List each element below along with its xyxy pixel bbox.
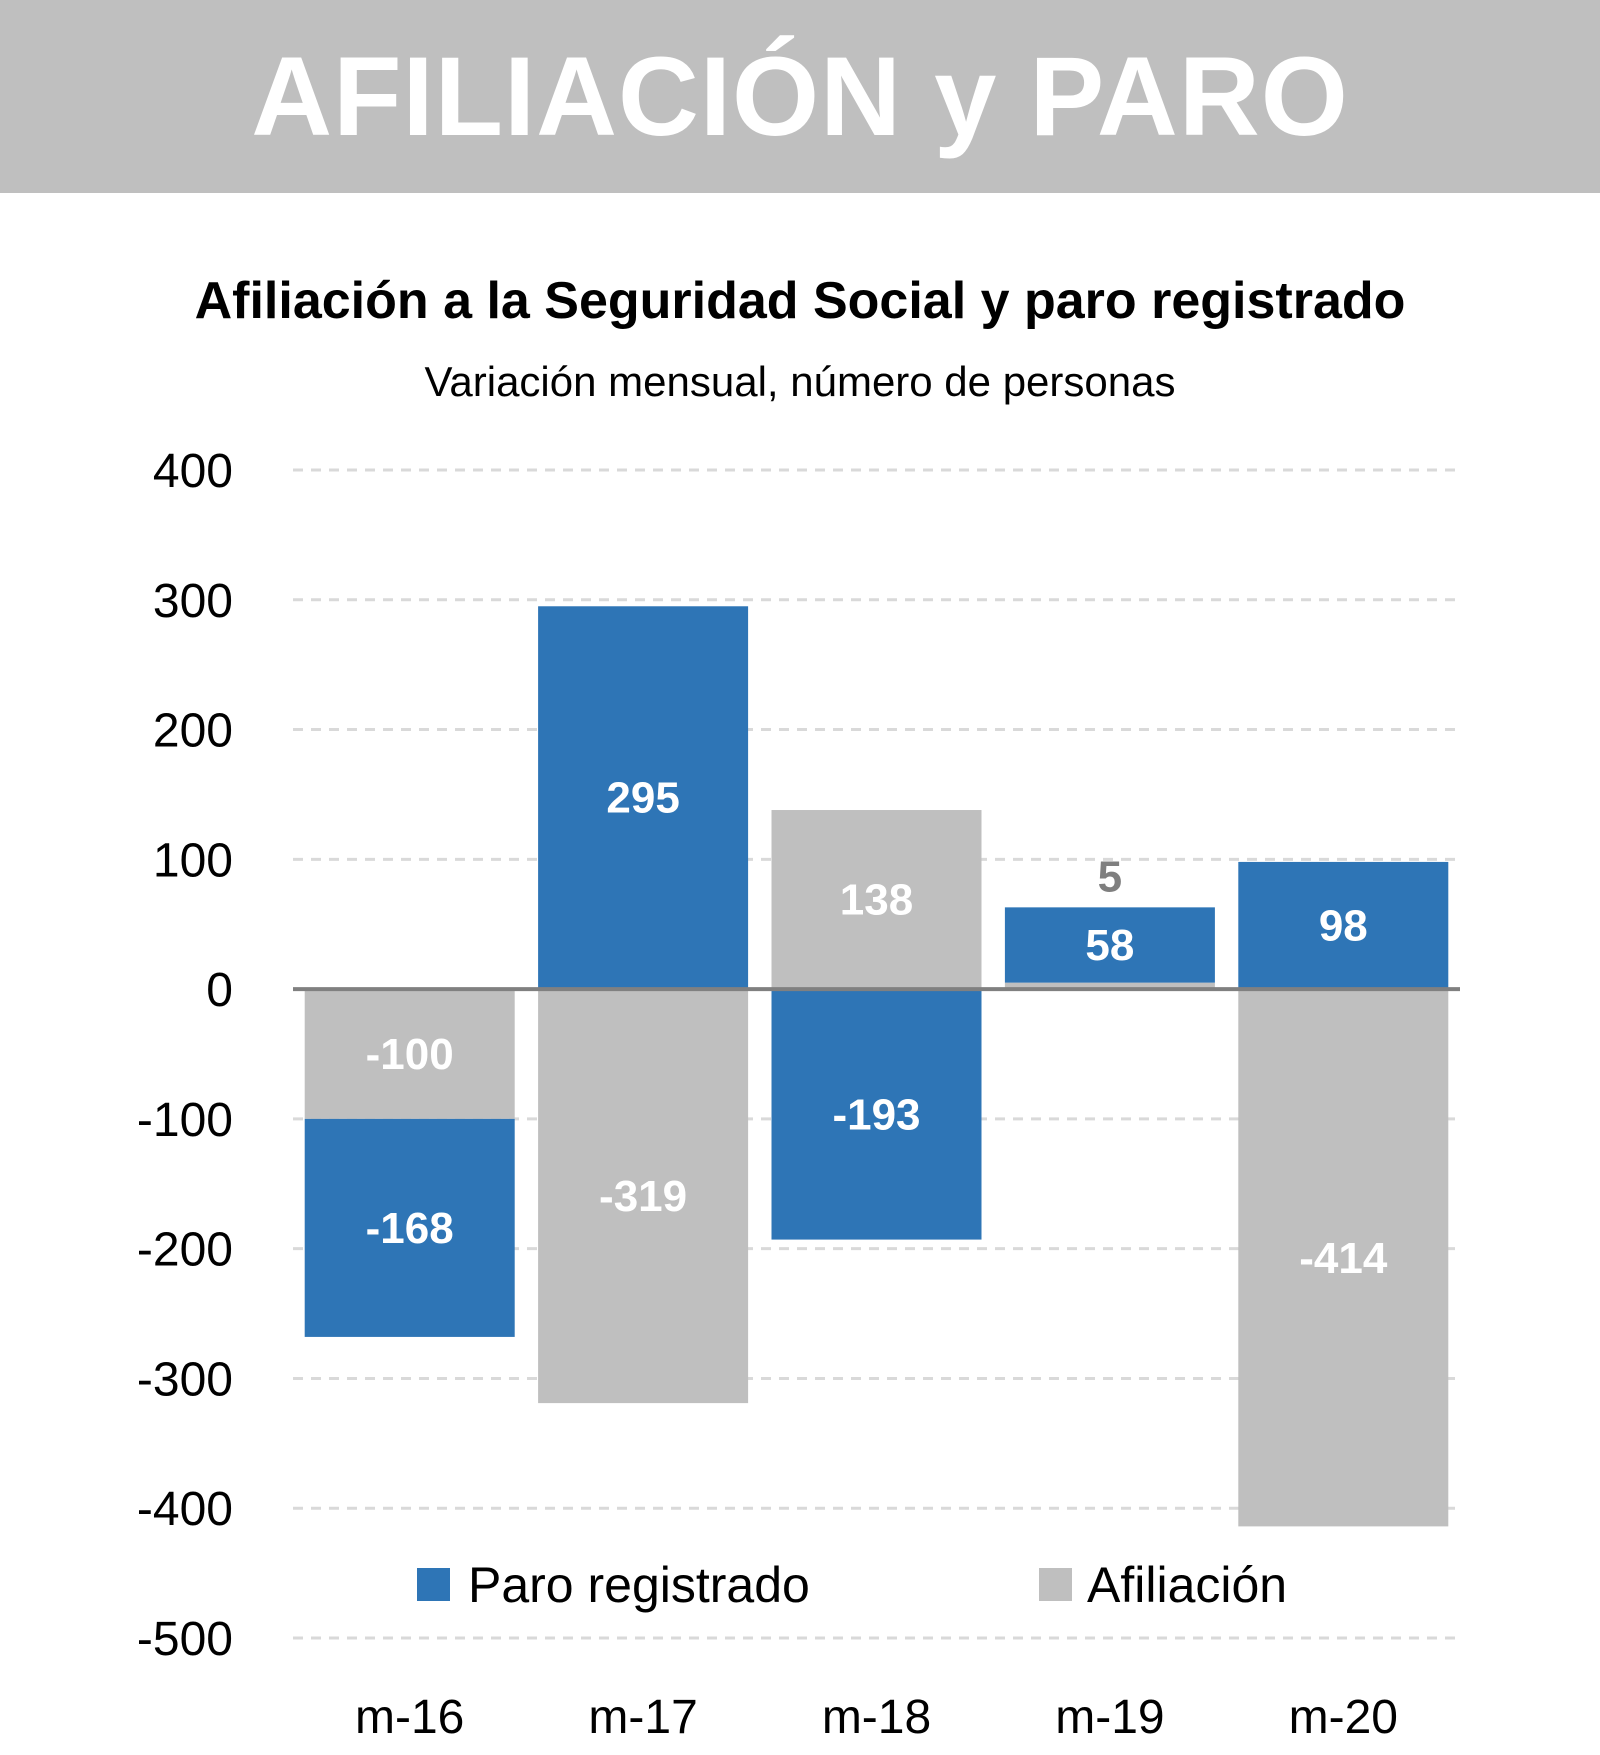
bar-paro-registrado-m-20	[1238, 861, 1449, 990]
x-tick-label: m-18	[822, 1691, 931, 1744]
bar-paro-registrado-m-19	[1004, 907, 1215, 983]
x-tick-label: m-16	[355, 1691, 464, 1744]
legend-label: Afiliación	[1087, 1557, 1287, 1613]
data-label: -100	[366, 1030, 454, 1079]
data-label: 138	[840, 876, 913, 925]
y-tick-label: 200	[153, 705, 233, 758]
y-tick-label: 400	[153, 445, 233, 498]
y-tick-label: -100	[137, 1094, 233, 1147]
chart-subtitle: Variación mensual, número de personas	[425, 358, 1176, 405]
data-label: 5	[1098, 852, 1122, 901]
data-label: 295	[606, 774, 679, 823]
bar-afiliación-m-19	[1004, 982, 1215, 990]
bar-paro-registrado-m-17	[538, 606, 749, 990]
data-label: 98	[1319, 902, 1368, 951]
bar-afiliación-m-17	[538, 989, 749, 1404]
header-banner: AFILIACIÓN y PARO	[0, 0, 1600, 193]
y-tick-label: -500	[137, 1613, 233, 1666]
y-tick-label: 300	[153, 575, 233, 628]
y-tick-label: -400	[137, 1483, 233, 1536]
data-label: -414	[1299, 1234, 1388, 1283]
x-tick-label: m-19	[1055, 1691, 1164, 1744]
legend-label: Paro registrado	[468, 1557, 810, 1613]
y-tick-label: 0	[206, 964, 233, 1017]
header-title: AFILIACIÓN y PARO	[251, 34, 1349, 159]
y-tick-label: 100	[153, 834, 233, 887]
bar-afiliación-m-20	[1238, 989, 1449, 1527]
data-label: -193	[832, 1090, 920, 1139]
chart-title: Afiliación a la Seguridad Social y paro …	[195, 272, 1406, 330]
y-tick-label: -300	[137, 1353, 233, 1406]
data-label: 58	[1085, 921, 1134, 970]
bar-afiliación-m-18	[771, 810, 982, 990]
legend-swatch	[417, 1568, 450, 1601]
data-label: -168	[366, 1204, 454, 1253]
x-tick-label: m-20	[1289, 1691, 1398, 1744]
y-tick-label: -200	[137, 1224, 233, 1277]
data-label: -319	[599, 1172, 687, 1221]
bar-paro-registrado-m-16	[304, 1118, 515, 1337]
x-tick-label: m-17	[588, 1691, 697, 1744]
legend-swatch	[1039, 1568, 1072, 1601]
bar-paro-registrado-m-18	[771, 989, 982, 1240]
bar-afiliación-m-16	[304, 989, 515, 1119]
